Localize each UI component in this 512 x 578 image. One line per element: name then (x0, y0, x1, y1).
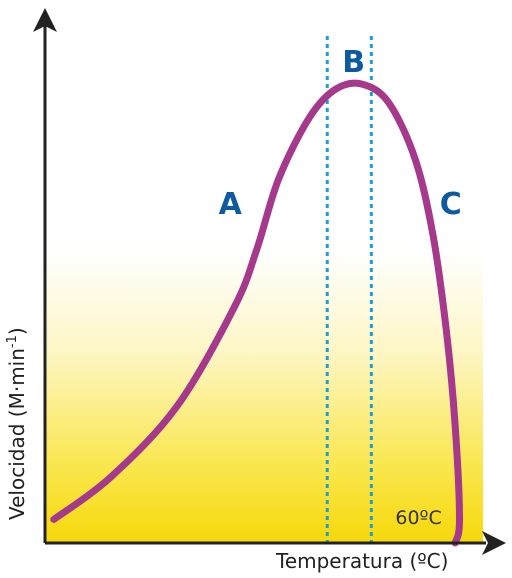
label-group: A B C 60ºC (219, 45, 462, 529)
curve-group (50, 79, 463, 547)
y-axis-title: Velocidad (M·min-1) (5, 327, 29, 520)
region-label-a: A (219, 187, 243, 222)
annotation-1: 60ºC (395, 507, 441, 529)
y-axis-arrowhead (33, 8, 57, 32)
y-axis-title-superscript: -1 (5, 335, 20, 348)
rate-curve-1 (50, 79, 463, 547)
x-axis-title: Temperatura (ºC) (275, 549, 448, 573)
shaded-background (45, 250, 483, 543)
region-label-b: B (342, 45, 365, 80)
y-axis-title-main: Velocidad (M·min (5, 348, 29, 520)
x-axis-arrowhead (482, 531, 506, 555)
region-label-c: C (440, 187, 462, 222)
y-axis-title-close: ) (5, 327, 29, 335)
